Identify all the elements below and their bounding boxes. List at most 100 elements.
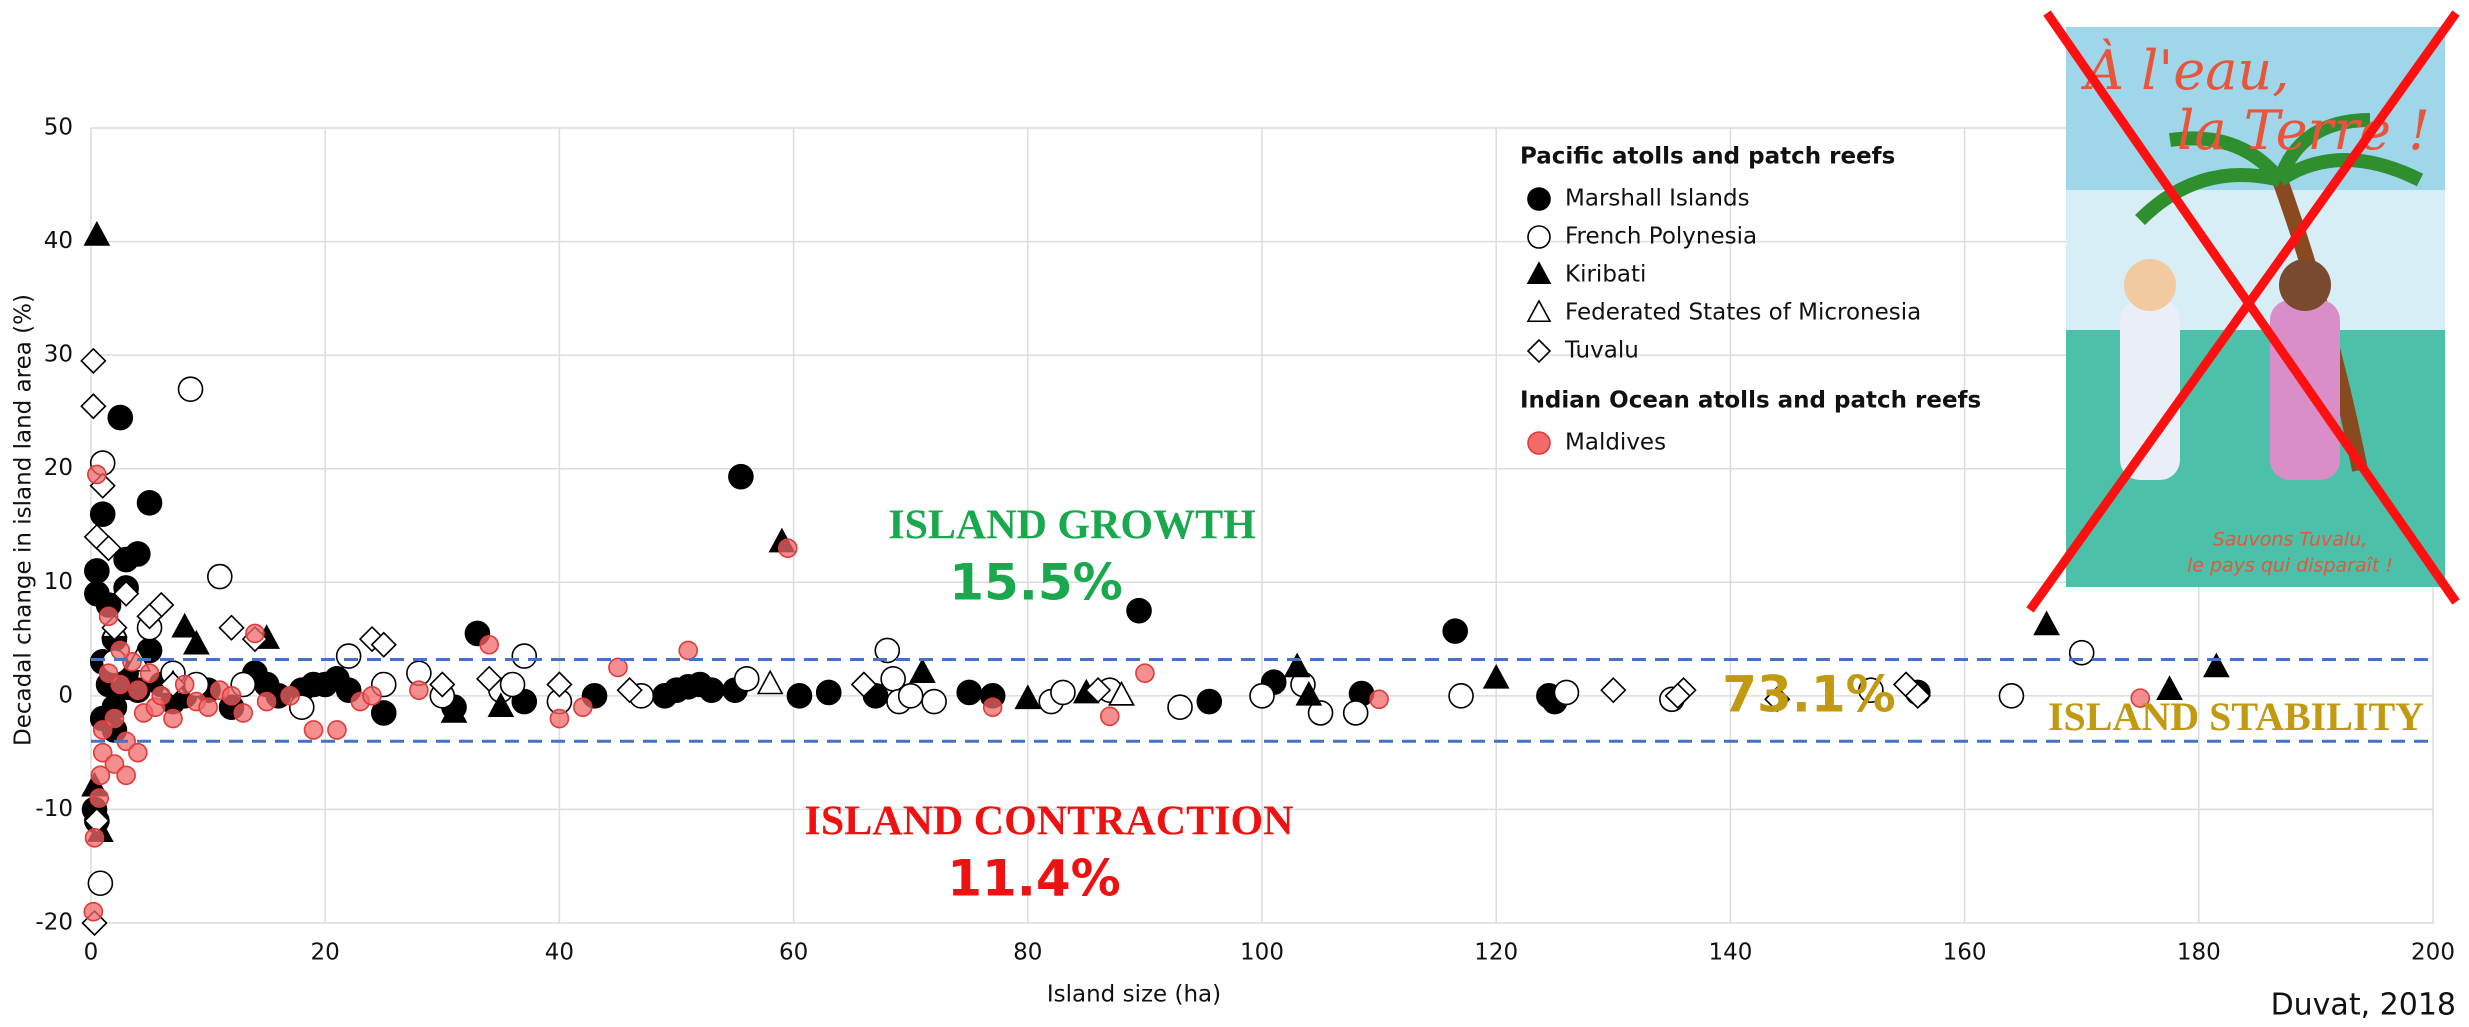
data-point — [81, 349, 105, 373]
source: Duvat, 2018 — [2271, 988, 2456, 1023]
data-point — [1601, 678, 1625, 702]
poster-head — [2279, 259, 2331, 311]
data-point — [758, 671, 782, 693]
data-point — [179, 377, 203, 401]
data-point — [152, 687, 170, 705]
data-point — [1443, 619, 1467, 643]
poster-caption: Sauvons Tuvalu, — [2213, 529, 2368, 551]
data-point — [729, 465, 753, 489]
data-point — [117, 766, 135, 784]
x-tick-label: 40 — [545, 940, 574, 966]
y-tick-label: 50 — [44, 115, 73, 141]
data-point — [899, 684, 923, 708]
legend-label: Maldives — [1565, 430, 1666, 456]
data-point — [2204, 654, 2228, 676]
x-tick-label: 200 — [2411, 940, 2455, 966]
y-tick-label: 30 — [44, 342, 73, 368]
data-point — [1999, 684, 2023, 708]
data-point — [105, 710, 123, 728]
data-point — [1285, 654, 1309, 676]
y-tick-label: -20 — [35, 910, 73, 936]
data-point — [574, 698, 592, 716]
data-point — [88, 871, 112, 895]
data-point — [1344, 701, 1368, 725]
poster-head — [2124, 259, 2176, 311]
data-point — [81, 394, 105, 418]
chart: -20-100102030405002040608010012014016018… — [0, 0, 2469, 1027]
poster-caption: le pays qui disparaît ! — [2187, 555, 2393, 577]
x-tick-label: 20 — [311, 940, 340, 966]
data-point — [141, 664, 159, 682]
data-point — [328, 721, 346, 739]
data-point — [91, 502, 115, 526]
x-tick-label: 180 — [2177, 940, 2221, 966]
data-point — [111, 676, 129, 694]
data-point — [1449, 684, 1473, 708]
y-axis-label: Decadal change in island land area (%) — [11, 294, 37, 746]
data-point — [1370, 690, 1388, 708]
data-point — [679, 641, 697, 659]
data-point — [410, 681, 428, 699]
data-point — [609, 658, 627, 676]
annotation: 15.5% — [949, 554, 1122, 612]
data-point — [512, 644, 536, 668]
data-point — [1554, 680, 1578, 704]
annotation: ISLAND GROWTH — [888, 503, 1256, 549]
x-tick-label: 60 — [779, 940, 808, 966]
legend-marker — [1528, 340, 1550, 362]
legend-label: Kiribati — [1565, 262, 1646, 288]
data-point — [199, 698, 217, 716]
data-point — [108, 406, 132, 430]
x-tick-label: 120 — [1474, 940, 1518, 966]
data-point — [550, 710, 568, 728]
data-point — [129, 744, 147, 762]
data-point — [1168, 695, 1192, 719]
data-point — [84, 903, 102, 921]
data-point — [223, 687, 241, 705]
data-point — [1136, 664, 1154, 682]
data-point — [2070, 641, 2094, 665]
data-point — [817, 680, 841, 704]
data-point — [735, 667, 759, 691]
data-point — [85, 223, 109, 245]
annotation: 11.4% — [947, 850, 1120, 908]
data-point — [234, 704, 252, 722]
legend-marker — [1528, 263, 1550, 283]
data-point — [1101, 707, 1119, 725]
data-point — [984, 698, 1002, 716]
poster-title: À l'eau, — [2080, 38, 2289, 102]
annotation: ISLAND CONTRACTION — [805, 799, 1294, 845]
legend-label: Tuvalu — [1564, 338, 1639, 364]
legend-marker — [1528, 301, 1550, 321]
data-point — [138, 491, 162, 515]
y-tick-label: -10 — [35, 796, 73, 822]
data-point — [129, 681, 147, 699]
data-point — [501, 673, 525, 697]
data-point — [85, 559, 109, 583]
y-tick-label: 10 — [44, 569, 73, 595]
data-point — [1127, 599, 1151, 623]
data-point — [910, 660, 934, 682]
x-tick-label: 140 — [1708, 940, 1752, 966]
legend-label: Marshall Islands — [1565, 186, 1750, 212]
data-point — [957, 680, 981, 704]
data-point — [90, 789, 108, 807]
y-tick-label: 40 — [44, 228, 73, 254]
legend-marker — [1528, 226, 1550, 248]
poster-figure — [2120, 300, 2180, 480]
legend-group-title: Indian Ocean atolls and patch reefs — [1520, 388, 1981, 414]
data-point — [922, 690, 946, 714]
x-tick-label: 0 — [84, 940, 99, 966]
data-point — [1016, 686, 1040, 708]
data-point — [246, 624, 264, 642]
legend-label: Federated States of Micronesia — [1565, 300, 1921, 326]
x-tick-label: 80 — [1013, 940, 1042, 966]
annotation: ISLAND STABILITY — [2048, 694, 2424, 739]
annotation: 73.1% — [1722, 666, 1895, 724]
data-point — [86, 829, 104, 847]
data-point — [304, 721, 322, 739]
data-point — [100, 607, 118, 625]
data-point — [1197, 690, 1221, 714]
data-point — [173, 615, 197, 637]
data-point — [164, 710, 182, 728]
